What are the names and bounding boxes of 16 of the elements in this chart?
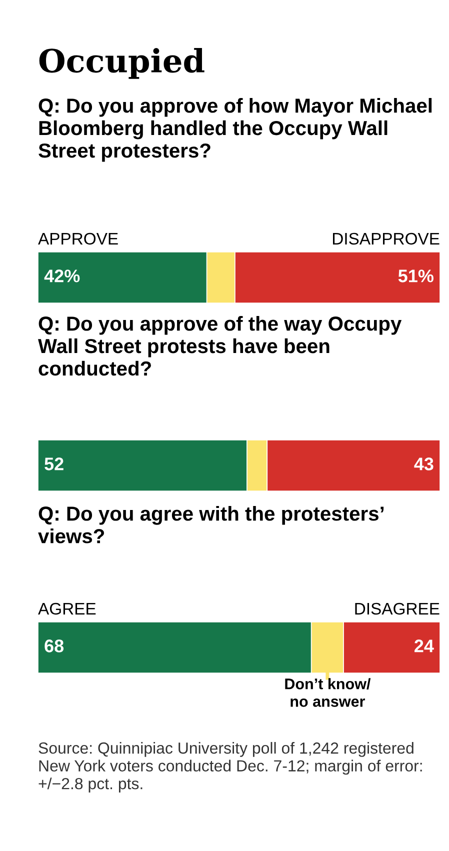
data-label: 51%: [398, 270, 434, 282]
series-label: DISAPPROVE: [332, 232, 440, 245]
chart-subtitle: Q: Do you approve of how Mayor Michael Bloomberg handled the Occupy Wall Street protesters?: [38, 98, 432, 162]
chart-subtitle: Q: Do you approve of the way Occupy Wall Street protests have been conducted?: [38, 316, 402, 376]
data-label: 52: [44, 458, 64, 470]
legend-label: Don’t know/ no answer: [285, 678, 371, 707]
data-label: 68: [44, 640, 64, 652]
series-label: APPROVE: [38, 232, 118, 245]
data-label: 43: [414, 458, 434, 470]
data-label: 42%: [44, 270, 80, 282]
series-label: AGREE: [38, 602, 96, 615]
chart-title: Occupied: [39, 48, 204, 79]
series-label: DISAGREE: [355, 602, 440, 615]
chart-subtitle: Q: Do you agree with the protesters’ views?: [38, 506, 384, 544]
source-note: Source: Quinnipiac University poll of 1,242 registered New York voters conducted Dec. 7-12; margin of error: +/−2.8 pct. pts.: [38, 742, 422, 792]
data-label: 24: [414, 640, 434, 652]
